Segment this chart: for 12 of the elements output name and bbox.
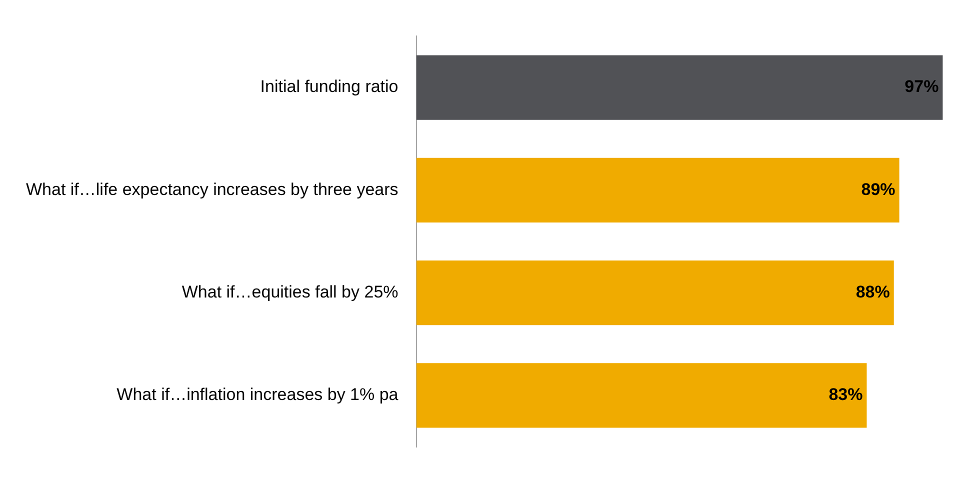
y-tick-label: What if…equities fall by 25% <box>182 282 398 302</box>
data-label: 88% <box>856 282 890 302</box>
y-tick-label: Initial funding ratio <box>260 77 398 96</box>
bar <box>416 158 900 223</box>
y-tick-label: What if…life expectancy increases by three years <box>26 180 398 199</box>
bar <box>416 363 867 428</box>
data-label: 89% <box>861 180 896 199</box>
data-label: 83% <box>828 385 863 404</box>
data-label: 97% <box>904 77 939 96</box>
y-tick-label: What if…inflation increases by 1% pa <box>116 385 399 404</box>
bar <box>416 260 894 326</box>
bar <box>416 55 943 120</box>
